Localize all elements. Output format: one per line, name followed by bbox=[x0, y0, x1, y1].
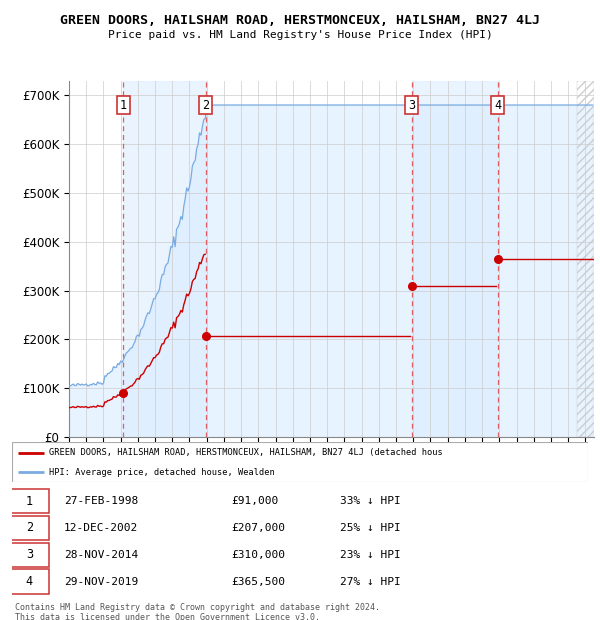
Text: 29-NOV-2019: 29-NOV-2019 bbox=[64, 577, 138, 587]
Text: 1: 1 bbox=[26, 495, 33, 508]
FancyBboxPatch shape bbox=[9, 489, 49, 513]
Text: 2: 2 bbox=[202, 99, 209, 112]
Text: 3: 3 bbox=[408, 99, 415, 112]
Text: £91,000: £91,000 bbox=[231, 496, 278, 506]
FancyBboxPatch shape bbox=[9, 569, 49, 594]
Text: 12-DEC-2002: 12-DEC-2002 bbox=[64, 523, 138, 533]
Text: 23% ↓ HPI: 23% ↓ HPI bbox=[340, 550, 401, 560]
Text: 2: 2 bbox=[26, 521, 33, 534]
Text: Contains HM Land Registry data © Crown copyright and database right 2024.
This d: Contains HM Land Registry data © Crown c… bbox=[15, 603, 380, 620]
Text: 27-FEB-1998: 27-FEB-1998 bbox=[64, 496, 138, 506]
FancyBboxPatch shape bbox=[9, 542, 49, 567]
Text: £310,000: £310,000 bbox=[231, 550, 285, 560]
Text: £207,000: £207,000 bbox=[231, 523, 285, 533]
Text: 1: 1 bbox=[119, 99, 127, 112]
Text: 27% ↓ HPI: 27% ↓ HPI bbox=[340, 577, 401, 587]
FancyBboxPatch shape bbox=[9, 516, 49, 540]
Text: HPI: Average price, detached house, Wealden: HPI: Average price, detached house, Weal… bbox=[49, 467, 275, 477]
Text: 28-NOV-2014: 28-NOV-2014 bbox=[64, 550, 138, 560]
Text: £365,500: £365,500 bbox=[231, 577, 285, 587]
Text: 25% ↓ HPI: 25% ↓ HPI bbox=[340, 523, 401, 533]
Text: 33% ↓ HPI: 33% ↓ HPI bbox=[340, 496, 401, 506]
Text: 4: 4 bbox=[494, 99, 502, 112]
Text: 4: 4 bbox=[26, 575, 33, 588]
Bar bbox=[123, 81, 206, 437]
Text: GREEN DOORS, HAILSHAM ROAD, HERSTMONCEUX, HAILSHAM, BN27 4LJ: GREEN DOORS, HAILSHAM ROAD, HERSTMONCEUX… bbox=[60, 14, 540, 27]
Text: 3: 3 bbox=[26, 548, 33, 561]
Text: Price paid vs. HM Land Registry's House Price Index (HPI): Price paid vs. HM Land Registry's House … bbox=[107, 30, 493, 40]
Bar bbox=[412, 81, 498, 437]
Text: GREEN DOORS, HAILSHAM ROAD, HERSTMONCEUX, HAILSHAM, BN27 4LJ (detached hous: GREEN DOORS, HAILSHAM ROAD, HERSTMONCEUX… bbox=[49, 448, 443, 458]
